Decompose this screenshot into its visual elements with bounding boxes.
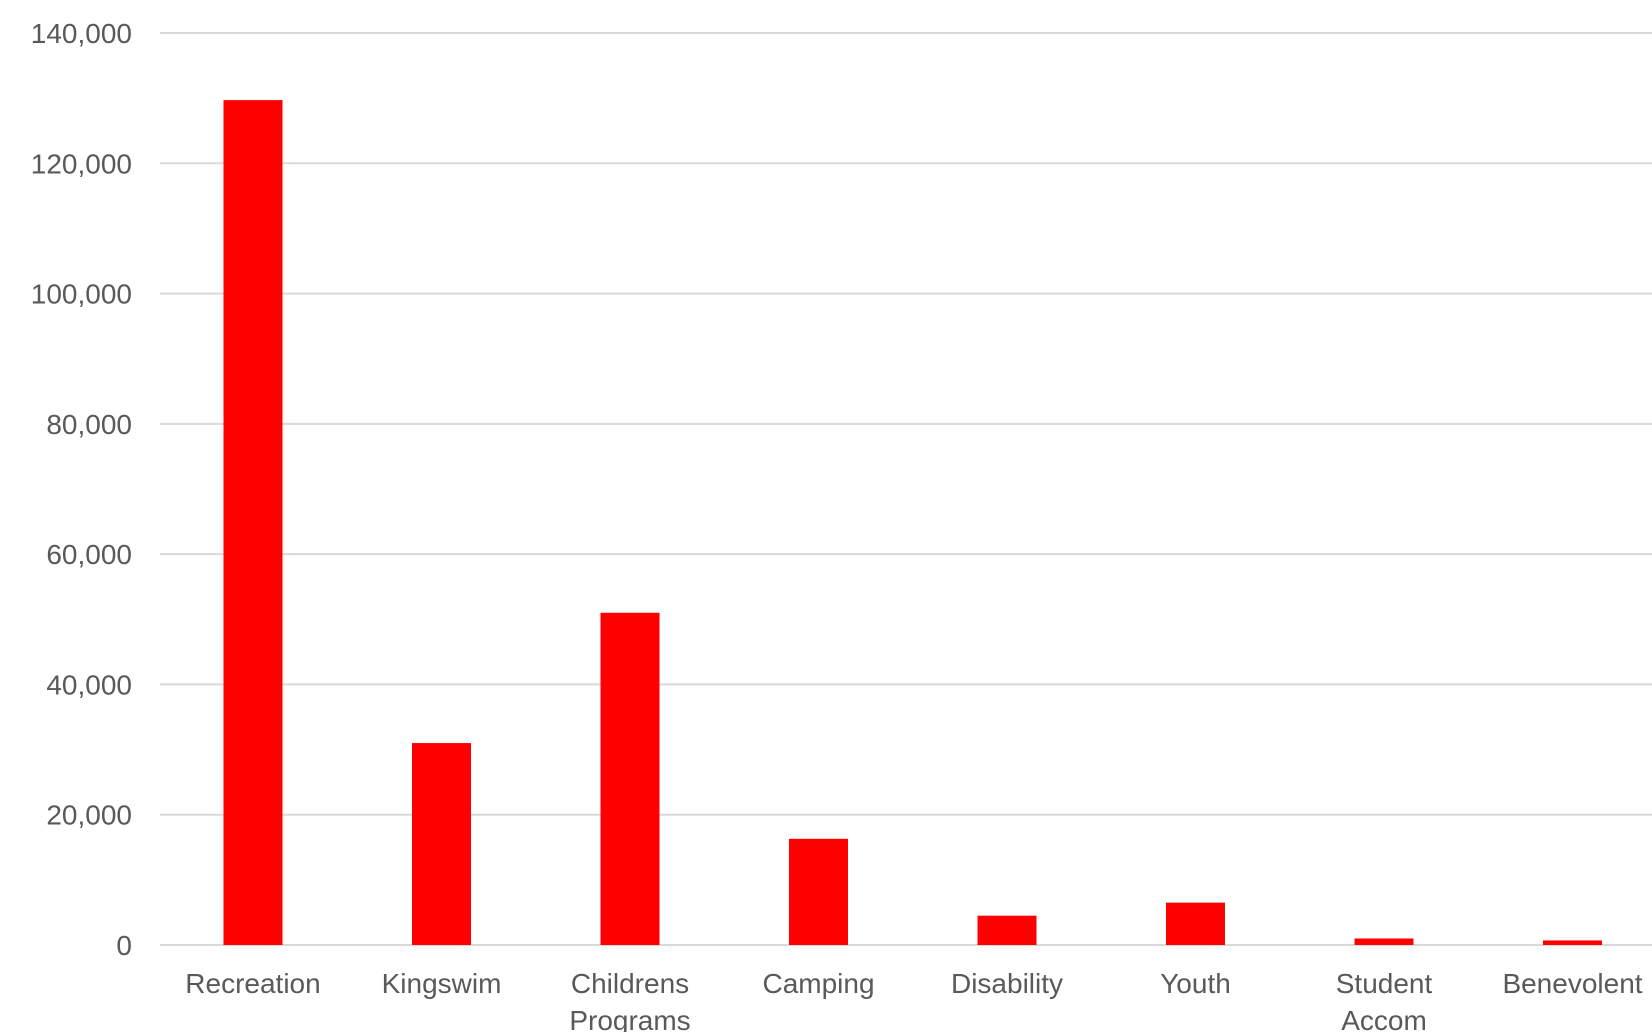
x-category-label: Benevolent (1502, 968, 1642, 999)
x-axis-category-labels: Recreation Kingswim Childrens Programs Campi… (185, 968, 1642, 1032)
bar (1166, 903, 1225, 945)
x-category-label: Camping (762, 968, 874, 999)
bar (978, 916, 1037, 945)
x-category-label: Disability (951, 968, 1063, 999)
x-category-label: Programs (569, 1005, 690, 1032)
bar (1355, 938, 1414, 945)
x-category-label: Childrens (571, 968, 689, 999)
x-category-label: Youth (1160, 968, 1231, 999)
y-tick-label: 0 (116, 930, 132, 961)
y-tick-label: 60,000 (46, 539, 132, 570)
x-category-label: Kingswim (382, 968, 502, 999)
y-tick-label: 140,000 (31, 18, 132, 49)
x-category-label: Student (1336, 968, 1433, 999)
bars (224, 100, 1603, 945)
gridlines (160, 33, 1652, 945)
y-axis-tick-labels: 0 20,000 40,000 60,000 80,000 100,000 120,000 1… (31, 18, 132, 961)
y-tick-label: 20,000 (46, 800, 132, 831)
bar (789, 839, 848, 945)
x-category-label: Accom (1341, 1005, 1427, 1032)
x-category-label: Recreation (185, 968, 320, 999)
bar (1543, 940, 1602, 945)
bar (601, 613, 660, 945)
bar (224, 100, 283, 945)
bar (412, 743, 471, 945)
y-tick-label: 100,000 (31, 279, 132, 310)
y-tick-label: 120,000 (31, 148, 132, 179)
y-tick-label: 80,000 (46, 409, 132, 440)
y-tick-label: 40,000 (46, 669, 132, 700)
